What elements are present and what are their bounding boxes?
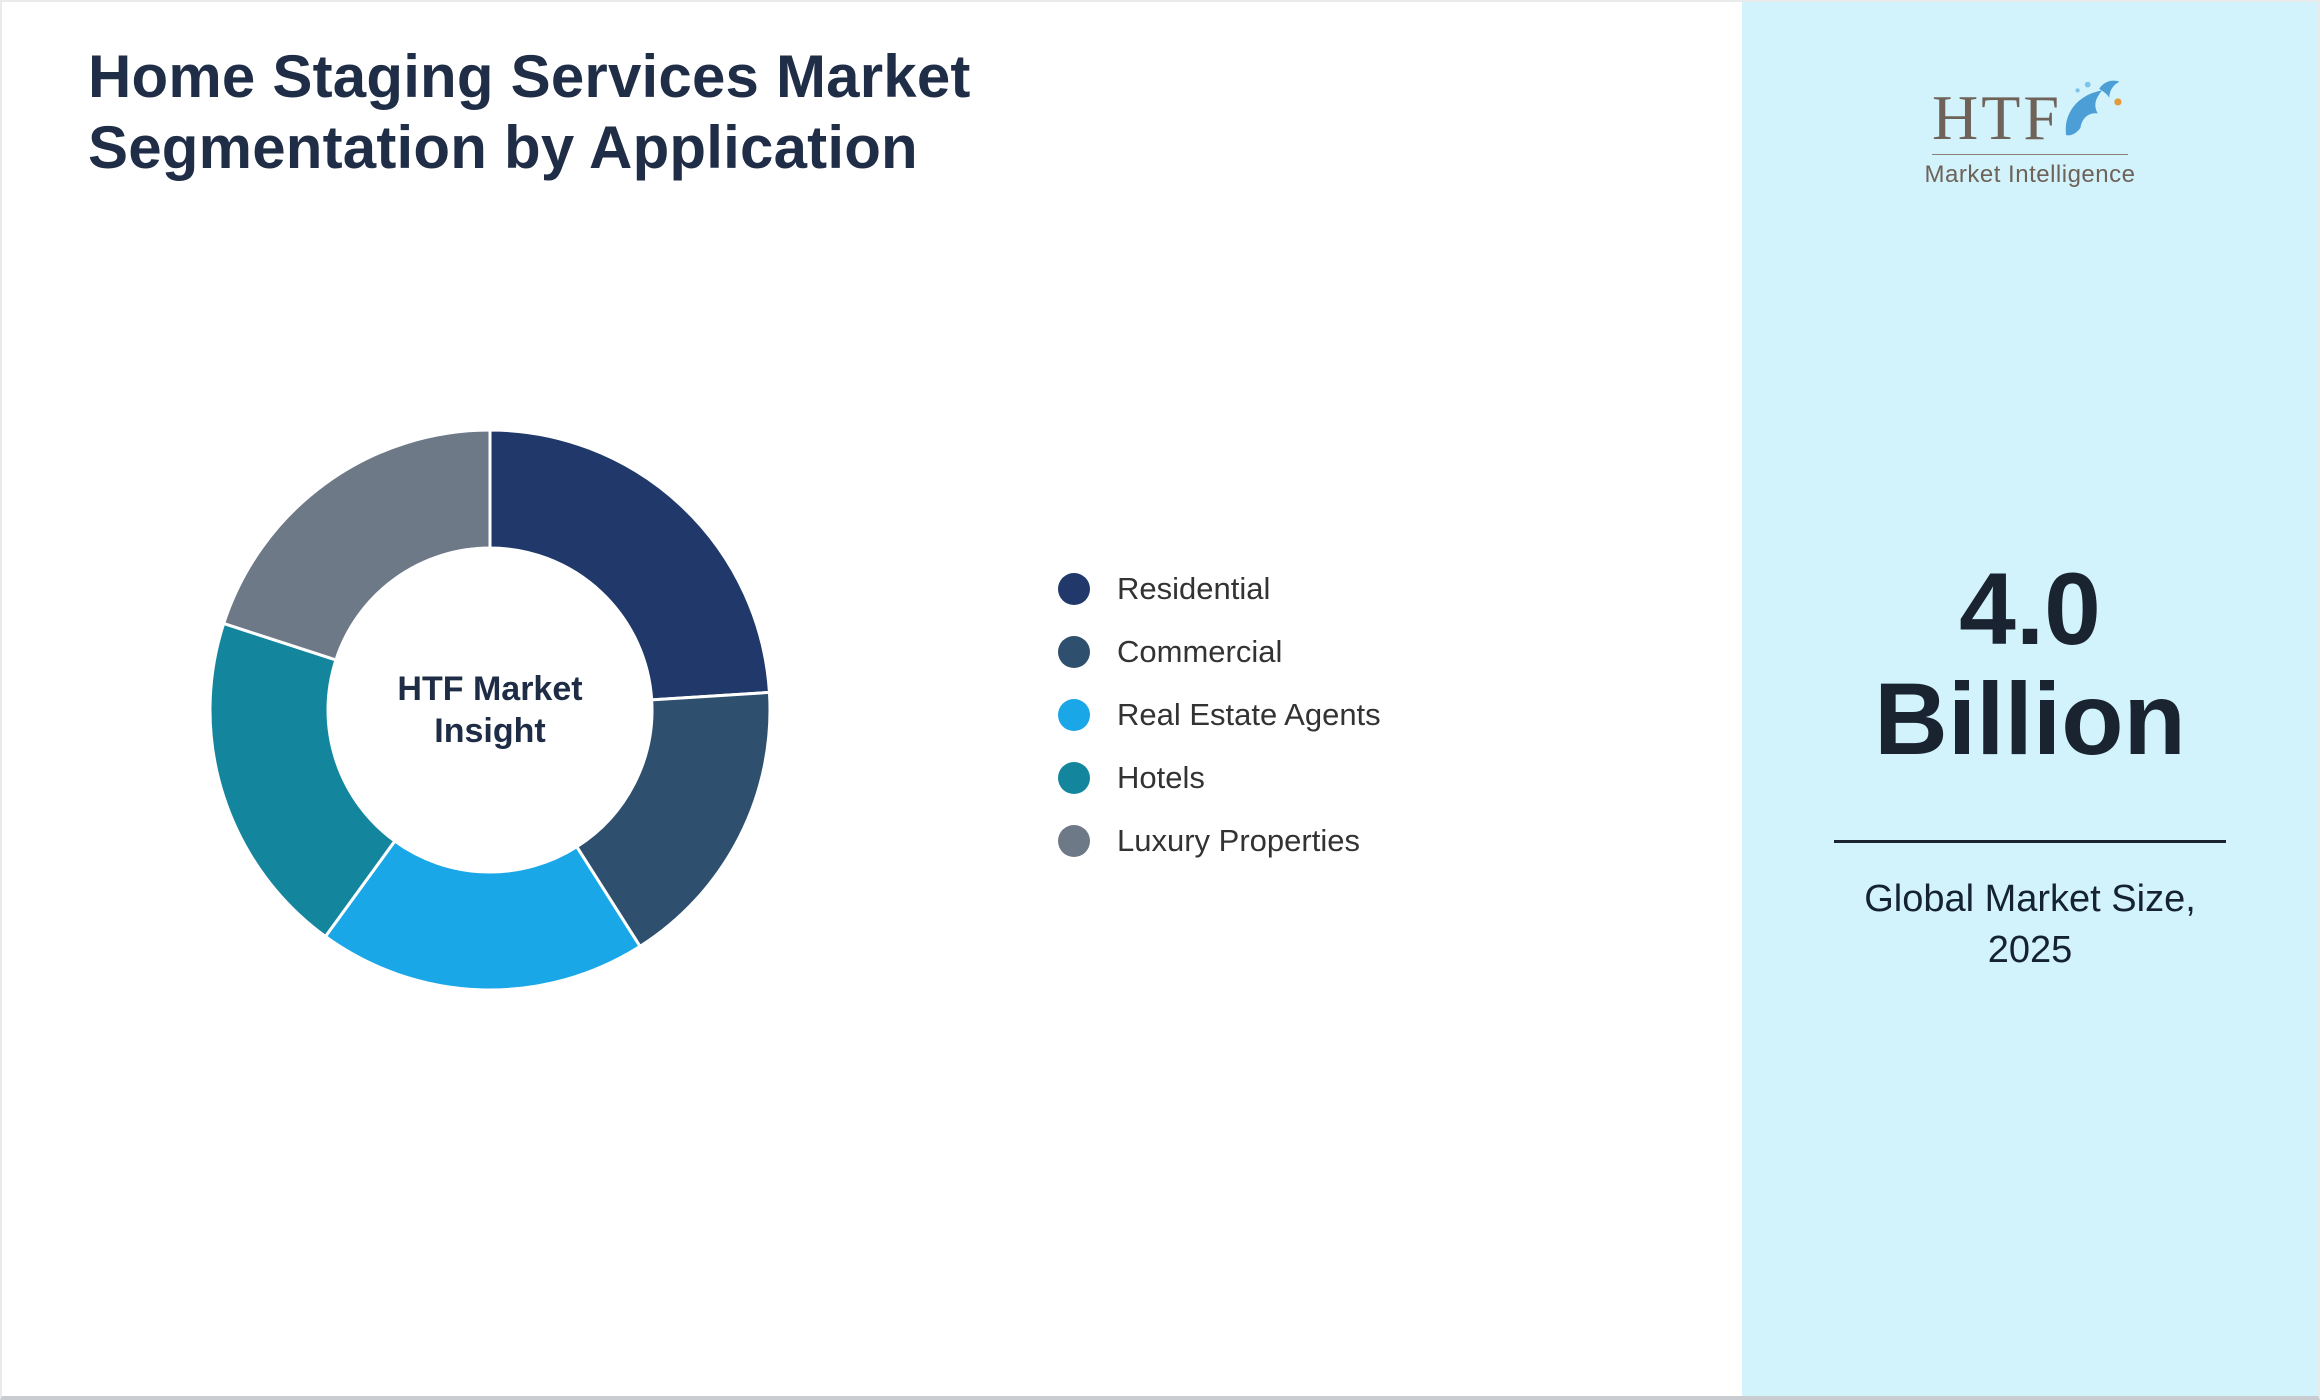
htf-logo: HTF Market Intelligence (1742, 80, 2318, 189)
donut-segment-3 (323, 839, 642, 992)
htf-logo-text: HTF (1932, 82, 2062, 153)
legend-label: Hotels (1117, 759, 1205, 795)
donut-segment-4 (208, 621, 397, 939)
legend-swatch (1058, 824, 1090, 857)
market-size-value: 4.0 Billion (1742, 554, 2318, 774)
logo-divider (1932, 154, 2128, 155)
page-title-line2: Segmentation by Application (88, 113, 918, 181)
legend-swatch (1058, 761, 1090, 794)
dolphin-icon (2065, 80, 2122, 136)
donut-chart (208, 428, 772, 992)
legend-item: Commercial (1058, 620, 1381, 683)
donut-segment-1 (488, 428, 771, 702)
legend-label: Real Estate Agents (1117, 696, 1381, 732)
market-size-value-unit: Billion (1874, 662, 2186, 777)
legend-label: Residential (1117, 570, 1271, 606)
legend-swatch (1058, 572, 1090, 605)
legend-item: Luxury Properties (1058, 809, 1381, 872)
donut-chart-area: HTF Market Insight (200, 420, 780, 1000)
legend-swatch (1058, 635, 1090, 668)
market-size-caption: Global Market Size, 2025 (1742, 874, 2318, 977)
page-title-line1: Home Staging Services Market (88, 43, 971, 110)
market-size-caption-line2: 2025 (1987, 929, 2073, 972)
legend-item: Hotels (1058, 746, 1381, 809)
htf-logo-row: HTF (1932, 80, 2128, 153)
legend-swatch (1058, 698, 1090, 731)
value-caption-divider (1834, 840, 2226, 843)
market-size-value-number: 4.0 (1959, 552, 2101, 666)
page-title: Home Staging Services Market Segmentatio… (88, 42, 971, 184)
legend-item: Residential (1058, 557, 1381, 620)
market-size-caption-line1: Global Market Size, (1864, 878, 2196, 920)
donut-segment-2 (575, 690, 772, 948)
chart-legend: Residential Commercial Real Estate Agent… (1058, 557, 1381, 872)
legend-item: Real Estate Agents (1058, 683, 1381, 746)
htf-logo-subtext: Market Intelligence (1924, 161, 2136, 188)
legend-label: Commercial (1117, 633, 1283, 669)
donut-segment-5 (222, 428, 492, 662)
legend-label: Luxury Properties (1117, 822, 1360, 858)
side-panel: HTF Market Intelligence 4.0 Billion Glob… (1742, 2, 2318, 1396)
